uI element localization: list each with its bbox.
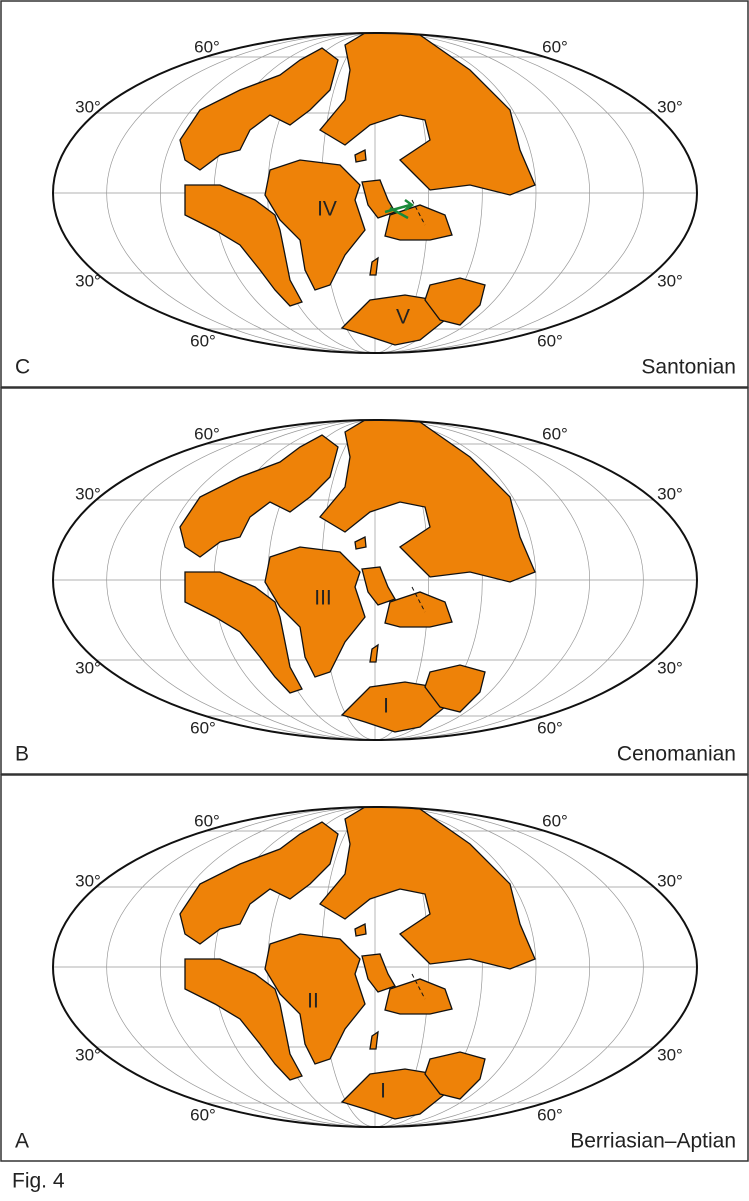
latitude-label: 30° xyxy=(75,871,101,890)
plate-label: II xyxy=(307,990,319,1013)
continent xyxy=(319,33,536,196)
map-panel: 60° 60° 30° 30° 30° 30° 60° 60° IV V C Santonian xyxy=(0,0,749,388)
dashed-line xyxy=(411,199,426,226)
continent xyxy=(384,978,453,1015)
latitude-label: 60° xyxy=(542,37,568,56)
map xyxy=(53,420,697,740)
dashed-line xyxy=(411,586,426,613)
meridian xyxy=(106,33,644,353)
latitude-label: 30° xyxy=(657,97,683,116)
latitude-label: 30° xyxy=(75,484,101,503)
plate-label: I xyxy=(383,695,389,718)
map-outline xyxy=(52,419,698,741)
map-outline xyxy=(52,806,698,1128)
panel-border xyxy=(0,387,749,775)
dashed-line xyxy=(411,973,426,1000)
continent xyxy=(319,807,536,970)
continent xyxy=(179,821,339,945)
latitude-label: 60° xyxy=(194,811,220,830)
latitude-label: 60° xyxy=(190,1105,216,1124)
continent xyxy=(369,256,379,276)
latitude-label: 30° xyxy=(657,484,683,503)
continent xyxy=(424,1051,486,1100)
latitude-label: 30° xyxy=(75,271,101,290)
continent xyxy=(384,591,453,628)
stage-name: Santonian xyxy=(641,356,736,379)
latitude-label: 60° xyxy=(537,718,563,737)
latitude-label: 30° xyxy=(657,271,683,290)
panel-letter: A xyxy=(15,1130,29,1153)
latitude-label: 30° xyxy=(657,871,683,890)
latitude-label: 60° xyxy=(537,1105,563,1124)
plate-label: I xyxy=(380,1080,386,1103)
latitude-label: 30° xyxy=(657,658,683,677)
panel-letter: B xyxy=(15,743,29,766)
latitude-label: 30° xyxy=(75,97,101,116)
meridian xyxy=(106,420,644,740)
plate-label: IV xyxy=(317,198,337,221)
continent xyxy=(184,571,303,694)
panel-border xyxy=(0,774,749,1162)
latitude-label: 30° xyxy=(75,1045,101,1064)
latitude-label: 60° xyxy=(542,424,568,443)
map xyxy=(53,33,697,353)
continent xyxy=(319,420,536,583)
continent xyxy=(354,922,367,937)
continent xyxy=(179,47,339,171)
motion-arrow xyxy=(384,198,415,220)
latitude-label: 30° xyxy=(657,1045,683,1064)
meridian xyxy=(106,807,644,1127)
continent xyxy=(369,1030,379,1050)
continent xyxy=(184,958,303,1081)
meridian xyxy=(159,33,591,353)
latitude-label: 60° xyxy=(190,718,216,737)
meridian xyxy=(159,807,591,1127)
continent xyxy=(424,664,486,713)
continent xyxy=(424,277,486,326)
continent xyxy=(179,434,339,558)
map-outline xyxy=(52,32,698,354)
caption: Fig. 4 xyxy=(12,1170,65,1193)
continent xyxy=(369,643,379,663)
stage-name: Berriasian–Aptian xyxy=(570,1130,736,1153)
latitude-label: 60° xyxy=(194,424,220,443)
latitude-label: 60° xyxy=(190,331,216,350)
continent xyxy=(354,148,367,163)
latitude-label: 60° xyxy=(542,811,568,830)
continent xyxy=(354,535,367,550)
continent xyxy=(264,546,366,678)
continent xyxy=(340,681,446,733)
panel-letter: C xyxy=(15,356,30,379)
continent xyxy=(340,1068,446,1120)
stage-name: Cenomanian xyxy=(617,743,736,766)
plate-label: V xyxy=(396,306,410,329)
continent xyxy=(184,184,303,307)
continent xyxy=(361,566,396,606)
latitude-label: 60° xyxy=(537,331,563,350)
continent xyxy=(264,933,366,1065)
latitude-label: 30° xyxy=(75,658,101,677)
plate-label: III xyxy=(314,587,332,610)
continent xyxy=(264,159,366,291)
continent xyxy=(361,953,396,993)
latitude-label: 60° xyxy=(194,37,220,56)
panel-border xyxy=(0,0,749,388)
meridian xyxy=(159,420,591,740)
continent xyxy=(340,294,446,346)
